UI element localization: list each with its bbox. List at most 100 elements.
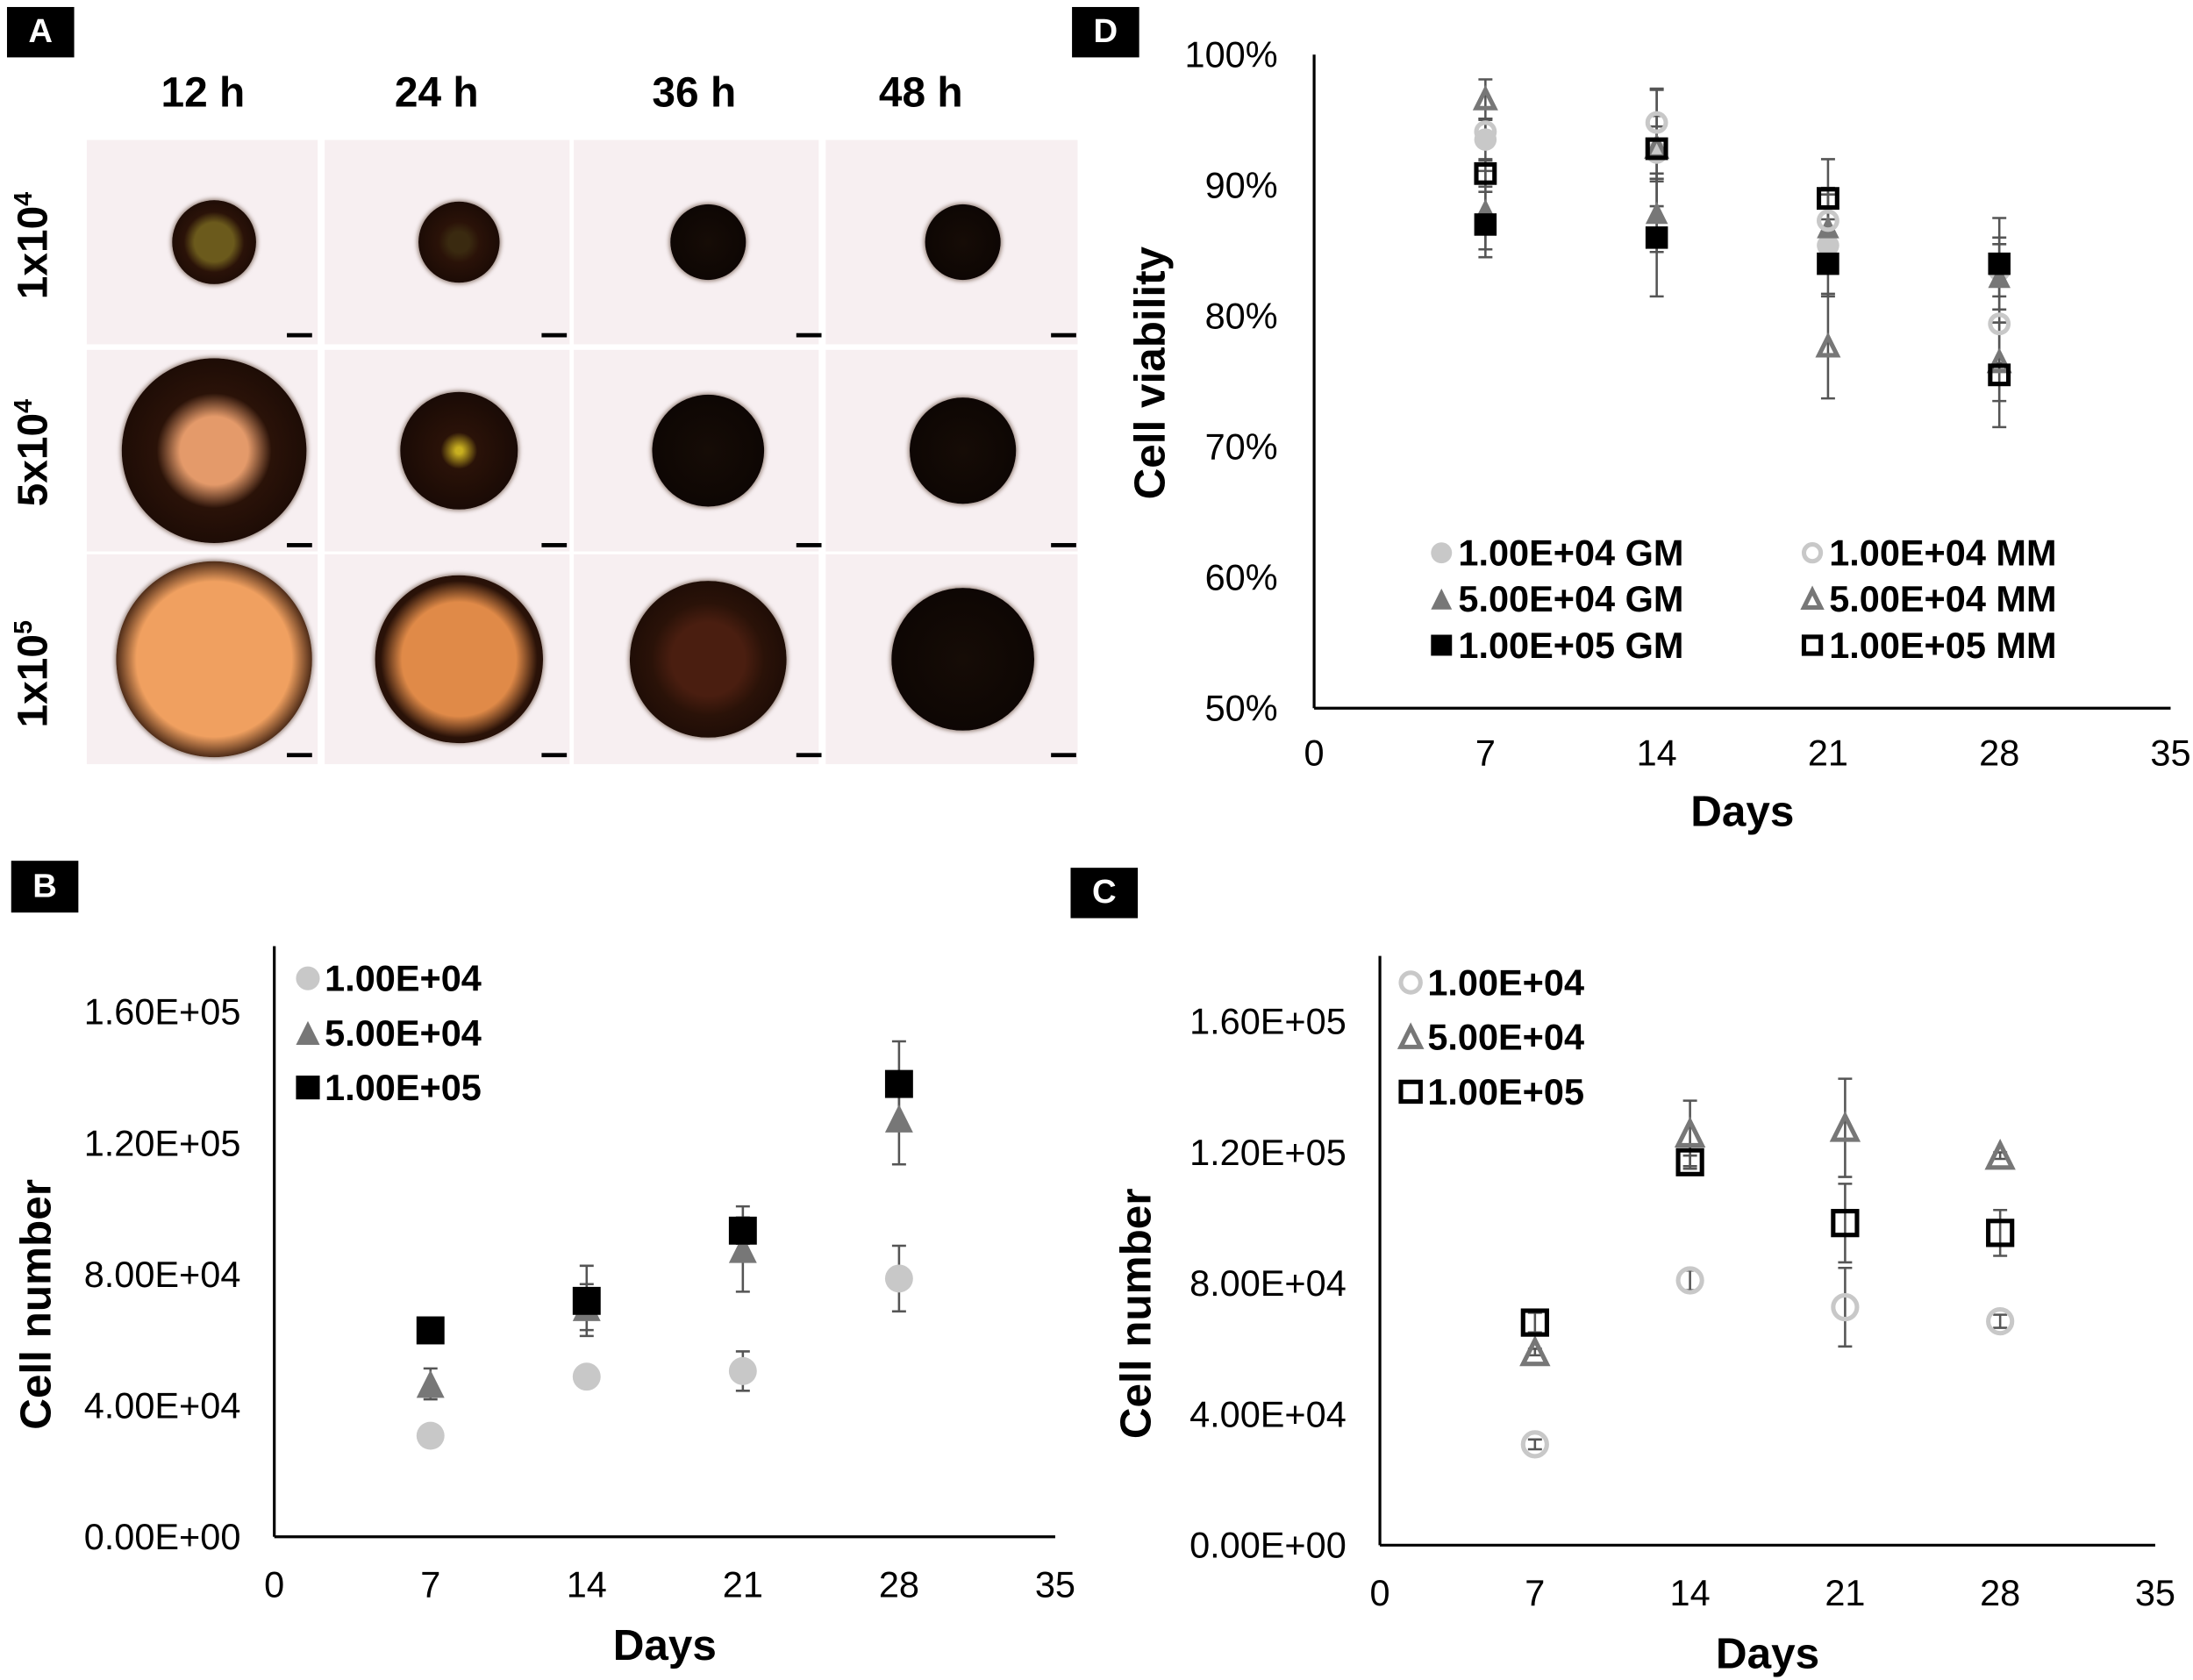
scale-bar (287, 332, 312, 338)
spheroid-image (825, 349, 1078, 552)
legend-label: 1.00E+05 GM (1458, 625, 1683, 666)
legend-label: 1.00E+05 MM (1829, 625, 2056, 666)
legend-label: 1.00E+04 (325, 958, 482, 999)
data-point (1519, 1334, 1551, 1367)
data-point (1472, 84, 1498, 111)
x-tick-label: 21 (1808, 733, 1848, 774)
x-tick-label: 7 (420, 1563, 440, 1605)
data-point (1645, 226, 1668, 249)
legend-marker (1431, 634, 1453, 656)
x-tick-label: 7 (1475, 733, 1496, 774)
spheroid-image (574, 554, 819, 765)
spheroid (399, 391, 518, 510)
y-tick-label: 70% (1205, 426, 1278, 468)
data-point (884, 1264, 913, 1293)
data-point (1474, 120, 1497, 144)
data-point (1675, 1147, 1704, 1176)
data-point (1829, 1111, 1861, 1142)
data-point (1988, 265, 2011, 289)
data-point (572, 1362, 601, 1391)
y-tick-label: 80% (1205, 296, 1278, 337)
x-axis-title: Days (1716, 1630, 1819, 1678)
column-header-12h: 12 h (161, 69, 246, 117)
legend-label: 1.00E+05 (1427, 1071, 1584, 1112)
column-header-24h: 24 h (394, 69, 479, 117)
y-tick-label: 1.20E+05 (1189, 1132, 1347, 1173)
column-header-36h: 36 h (652, 69, 737, 117)
y-axis-title: Cell number (11, 1179, 60, 1430)
data-point (1520, 1430, 1549, 1459)
x-tick-label: 28 (879, 1563, 919, 1605)
legend-marker (1801, 634, 1824, 656)
panel-label-d: D (1072, 6, 1139, 58)
y-tick-label: 1.60E+05 (84, 991, 241, 1033)
data-point (1645, 201, 1668, 225)
legend-marker (1800, 585, 1825, 610)
x-axis-title: Days (613, 1621, 717, 1669)
legend-label: 5.00E+04 (1427, 1017, 1584, 1058)
legend-label: 1.00E+04 MM (1829, 533, 2056, 574)
y-tick-label: 8.00E+04 (1189, 1262, 1347, 1304)
legend-label: 5.00E+04 MM (1829, 578, 2056, 619)
x-tick-label: 35 (2135, 1572, 2175, 1613)
data-point (1986, 1306, 2015, 1336)
scale-bar (287, 543, 312, 547)
data-point (1817, 252, 1839, 275)
spheroid (374, 575, 543, 744)
spheroid-image (825, 139, 1078, 345)
panel-label-c: C (1070, 868, 1139, 919)
x-tick-label: 0 (264, 1563, 284, 1605)
x-tick-label: 35 (2150, 733, 2190, 774)
legend-label: 1.00E+05 (325, 1067, 482, 1108)
data-point (416, 1369, 445, 1398)
spheroid-image (825, 554, 1078, 765)
y-axis-title: Cell viability (1125, 246, 1174, 499)
scale-bar (796, 543, 822, 547)
scale-bar (287, 753, 312, 758)
y-tick-label: 0.00E+00 (84, 1516, 241, 1557)
legend-marker (1398, 970, 1423, 995)
spheroid-image (325, 139, 570, 345)
y-tick-label: 1.20E+05 (84, 1122, 241, 1163)
spheroid-image (574, 139, 819, 345)
data-point (728, 1216, 757, 1245)
data-point (728, 1356, 757, 1385)
legend-marker (1801, 542, 1824, 564)
x-tick-label: 35 (1035, 1563, 1075, 1605)
data-point (1817, 187, 1839, 211)
panel-label-a: A (6, 6, 75, 58)
data-point (1674, 1116, 1706, 1148)
data-point (1675, 1266, 1704, 1295)
data-point (1520, 1308, 1549, 1337)
data-point (1986, 1219, 2015, 1247)
y-tick-label: 100% (1185, 34, 1278, 75)
y-tick-label: 8.00E+04 (84, 1254, 241, 1295)
spheroid (115, 561, 311, 758)
scale-bar (796, 753, 822, 758)
y-tick-label: 4.00E+04 (84, 1385, 241, 1426)
x-tick-label: 14 (567, 1563, 607, 1605)
spheroid (651, 394, 764, 507)
x-tick-label: 28 (1979, 733, 2019, 774)
data-point (884, 1104, 913, 1133)
legend-marker (296, 1020, 320, 1045)
data-point (416, 1421, 445, 1450)
x-tick-label: 0 (1370, 1572, 1390, 1613)
y-tick-label: 90% (1205, 165, 1278, 206)
legend-label: 5.00E+04 (325, 1012, 482, 1054)
data-point (1645, 137, 1668, 161)
panel-label-b: B (11, 861, 79, 913)
data-point (1988, 312, 2011, 336)
x-tick-label: 21 (723, 1563, 763, 1605)
legend-marker (296, 966, 320, 990)
spheroid-image (574, 349, 819, 552)
spheroid (669, 204, 746, 281)
data-point (1986, 347, 2012, 374)
y-tick-label: 1.60E+05 (1189, 1001, 1347, 1042)
legend-label: 5.00E+04 GM (1458, 578, 1683, 619)
chart-d: 50% 60% 70% 80% 90% 100% 0 7 14 21 28 35 Days Cell vi… (1125, 34, 2190, 836)
spheroid (171, 200, 256, 284)
x-tick-label: 7 (1525, 1572, 1545, 1613)
